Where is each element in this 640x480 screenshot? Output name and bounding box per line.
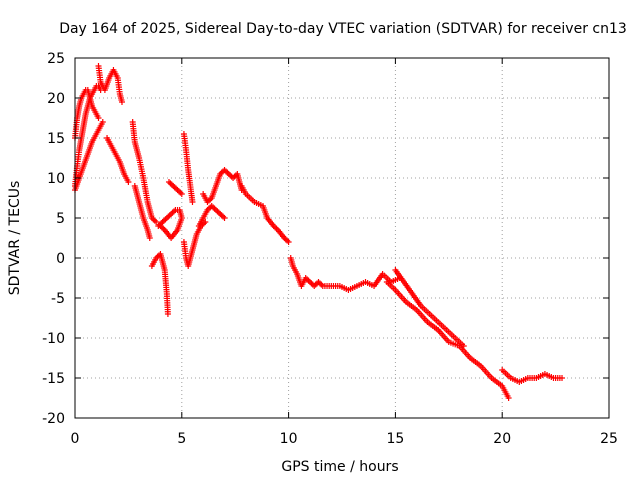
y-tick-label: 10 bbox=[47, 171, 65, 187]
data-point bbox=[118, 99, 125, 105]
y-tick-label: 20 bbox=[47, 91, 65, 107]
y-tick-label: -10 bbox=[42, 331, 65, 347]
data-point bbox=[164, 311, 171, 317]
x-tick-label: 10 bbox=[280, 431, 298, 447]
chart-tick-labels: 0 5 10 15 20 25 -20 -15 -10 -5 0 5 10 15 20 25 bbox=[42, 51, 618, 447]
data-point bbox=[95, 115, 102, 121]
y-tick-label: -15 bbox=[42, 371, 65, 387]
x-tick-label: 25 bbox=[600, 431, 618, 447]
x-tick-label: 5 bbox=[177, 431, 186, 447]
chart-title: Day 164 of 2025, Sidereal Day-to-day VTE… bbox=[59, 21, 627, 37]
data-point bbox=[505, 395, 512, 401]
data-point bbox=[125, 179, 132, 185]
data-point bbox=[153, 219, 160, 225]
y-tick-label: 15 bbox=[47, 131, 65, 147]
data-point bbox=[285, 239, 292, 245]
x-tick-label: 20 bbox=[493, 431, 511, 447]
y-tick-label: 0 bbox=[56, 251, 65, 267]
y-tick-label: 25 bbox=[47, 51, 65, 67]
y-tick-label: -20 bbox=[42, 411, 65, 427]
y-axis-label: SDTVAR / TECUs bbox=[7, 181, 23, 296]
chart-ticks bbox=[74, 57, 610, 419]
data-point bbox=[146, 235, 153, 241]
x-tick-label: 0 bbox=[71, 431, 80, 447]
chart-grid bbox=[75, 58, 609, 418]
data-point bbox=[221, 215, 228, 221]
y-tick-label: 5 bbox=[56, 211, 65, 227]
data-point bbox=[178, 191, 185, 197]
data-point bbox=[157, 223, 164, 229]
y-tick-label: -5 bbox=[51, 291, 65, 307]
data-point bbox=[189, 199, 196, 205]
data-point bbox=[559, 375, 566, 381]
x-axis-label: GPS time / hours bbox=[281, 459, 398, 475]
chart-points bbox=[72, 63, 566, 401]
data-point bbox=[99, 119, 106, 125]
plot-area-frame bbox=[74, 57, 610, 419]
x-tick-label: 15 bbox=[386, 431, 404, 447]
